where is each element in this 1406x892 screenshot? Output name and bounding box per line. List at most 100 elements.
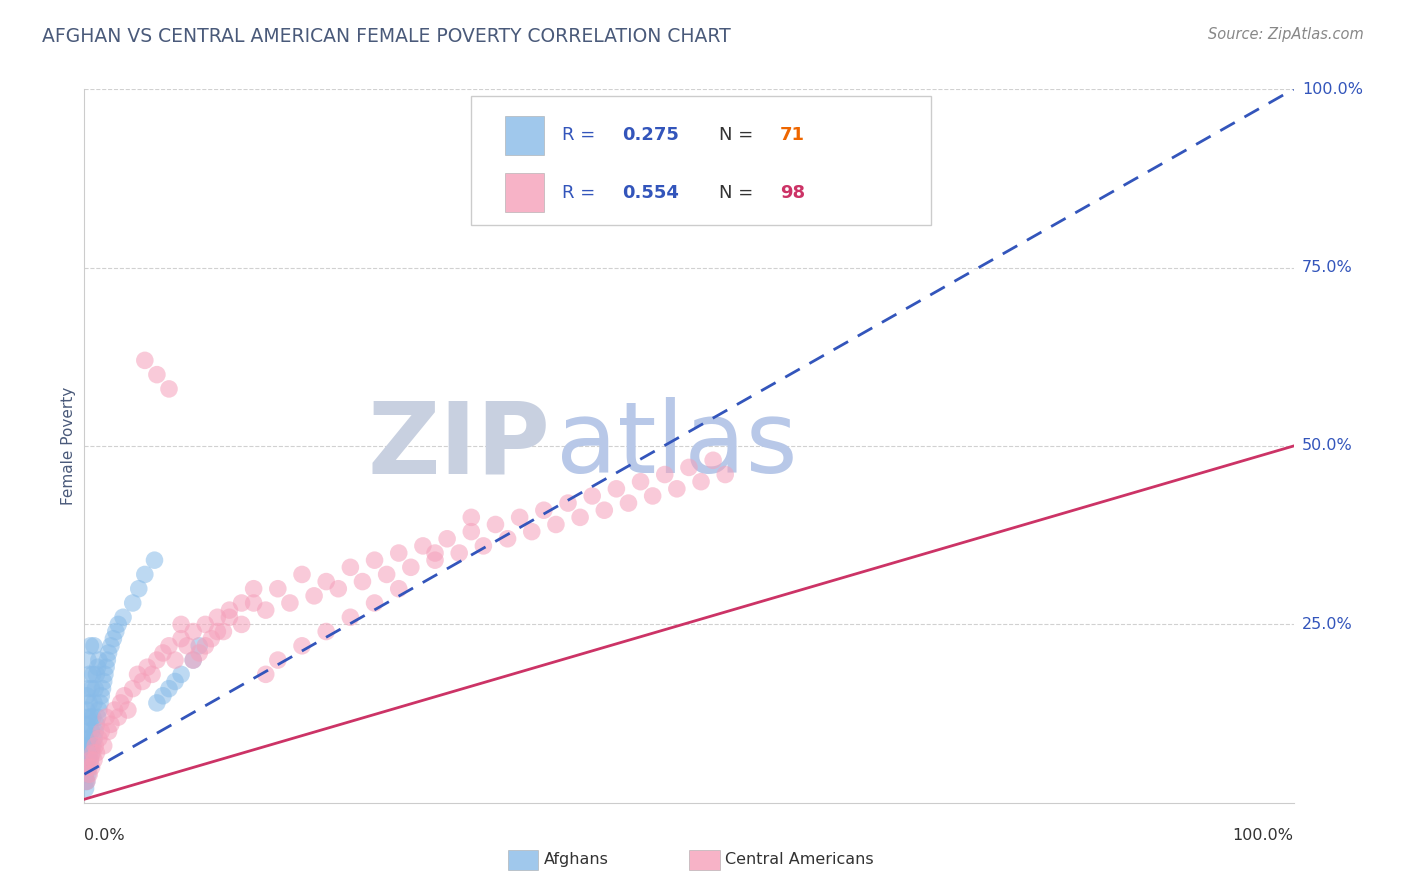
Point	[423, 546, 446, 560]
Point	[146, 368, 169, 382]
Point	[77, 681, 100, 696]
Point	[77, 653, 100, 667]
Point	[557, 496, 579, 510]
Point	[104, 624, 127, 639]
FancyBboxPatch shape	[505, 116, 544, 155]
Point	[87, 731, 110, 746]
Point	[80, 746, 103, 760]
Text: ZIP: ZIP	[367, 398, 550, 494]
Point	[90, 724, 112, 739]
Point	[79, 710, 101, 724]
Point	[509, 510, 531, 524]
Point	[242, 582, 264, 596]
Point	[84, 739, 107, 753]
Point	[412, 539, 434, 553]
Point	[77, 746, 100, 760]
Point	[110, 696, 132, 710]
Text: 98: 98	[779, 184, 804, 202]
Point	[449, 546, 471, 560]
Point	[194, 639, 217, 653]
Point	[107, 617, 129, 632]
Point	[77, 767, 100, 781]
Text: N =: N =	[720, 127, 759, 145]
Point	[83, 639, 105, 653]
Text: 100.0%: 100.0%	[1302, 82, 1362, 96]
Point	[141, 667, 163, 681]
Point	[665, 482, 688, 496]
Point	[143, 553, 166, 567]
Point	[131, 674, 153, 689]
Point	[163, 653, 186, 667]
Text: atlas: atlas	[555, 398, 797, 494]
Point	[79, 639, 101, 653]
Point	[181, 653, 204, 667]
FancyBboxPatch shape	[505, 173, 544, 212]
Point	[181, 624, 204, 639]
Point	[86, 717, 108, 731]
Point	[127, 667, 149, 681]
Text: 50.0%: 50.0%	[1302, 439, 1353, 453]
Point	[83, 696, 105, 710]
Point	[75, 746, 97, 760]
Point	[152, 646, 174, 660]
Point	[93, 674, 115, 689]
Point	[176, 639, 198, 653]
Point	[90, 689, 112, 703]
Point	[94, 667, 117, 681]
Point	[291, 567, 314, 582]
Point	[77, 731, 100, 746]
Point	[87, 653, 110, 667]
Point	[254, 667, 277, 681]
Text: Afghans: Afghans	[544, 853, 609, 867]
Point	[86, 667, 108, 681]
Point	[520, 524, 543, 539]
Point	[460, 510, 482, 524]
Text: 25.0%: 25.0%	[1302, 617, 1353, 632]
Text: R =: R =	[562, 127, 600, 145]
Point	[170, 667, 193, 681]
Point	[86, 710, 108, 724]
Point	[188, 646, 211, 660]
Text: 71: 71	[779, 127, 804, 145]
Point	[76, 689, 98, 703]
Point	[75, 739, 97, 753]
Text: AFGHAN VS CENTRAL AMERICAN FEMALE POVERTY CORRELATION CHART: AFGHAN VS CENTRAL AMERICAN FEMALE POVERT…	[42, 27, 731, 45]
Point	[76, 717, 98, 731]
Point	[231, 596, 253, 610]
Point	[157, 681, 180, 696]
Point	[76, 760, 98, 774]
Point	[112, 689, 135, 703]
Point	[146, 653, 169, 667]
Point	[112, 610, 135, 624]
Point	[460, 524, 482, 539]
Point	[472, 539, 495, 553]
Point	[231, 617, 253, 632]
Point	[146, 696, 169, 710]
Point	[128, 582, 150, 596]
Point	[212, 624, 235, 639]
Point	[75, 767, 97, 781]
Point	[77, 767, 100, 781]
Point	[254, 603, 277, 617]
Point	[97, 724, 120, 739]
Point	[86, 660, 108, 674]
Point	[83, 753, 105, 767]
Point	[82, 739, 104, 753]
Point	[136, 660, 159, 674]
Point	[654, 467, 676, 482]
Point	[121, 596, 143, 610]
Point	[641, 489, 664, 503]
Point	[339, 560, 361, 574]
Point	[75, 724, 97, 739]
Point	[181, 653, 204, 667]
Point	[75, 760, 97, 774]
Point	[170, 632, 193, 646]
Point	[77, 710, 100, 724]
Point	[605, 482, 627, 496]
Text: 100.0%: 100.0%	[1233, 828, 1294, 843]
Point	[75, 781, 97, 796]
Point	[76, 746, 98, 760]
Point	[82, 710, 104, 724]
Point	[363, 596, 385, 610]
Point	[581, 489, 603, 503]
